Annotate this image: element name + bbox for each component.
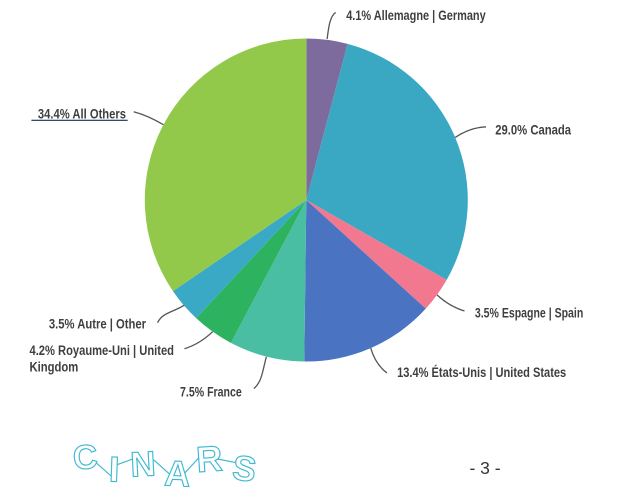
svg-text:4.2% Royaume-Uni | United: 4.2% Royaume-Uni | United	[30, 343, 175, 358]
svg-text:Kingdom: Kingdom	[30, 360, 79, 375]
svg-text:34.4% All Others: 34.4% All Others	[38, 106, 126, 121]
svg-text:C: C	[72, 438, 99, 478]
svg-text:29.0% Canada: 29.0% Canada	[495, 122, 571, 137]
svg-text:3.5% Autre | Other: 3.5% Autre | Other	[49, 317, 147, 332]
svg-text:3.5% Espagne | Spain: 3.5% Espagne | Spain	[475, 305, 583, 320]
svg-text:S: S	[230, 448, 259, 490]
svg-text:4.1% Allemagne | Germany: 4.1% Allemagne | Germany	[346, 8, 486, 23]
svg-text:13.4% États-Unis | United Stat: 13.4% États-Unis | United States	[397, 365, 566, 380]
svg-text:7.5% France: 7.5% France	[180, 384, 242, 399]
svg-text:- 3 -: - 3 -	[469, 458, 500, 478]
svg-text:A: A	[164, 452, 192, 493]
svg-text:R: R	[195, 437, 224, 480]
svg-text:N: N	[129, 444, 156, 484]
